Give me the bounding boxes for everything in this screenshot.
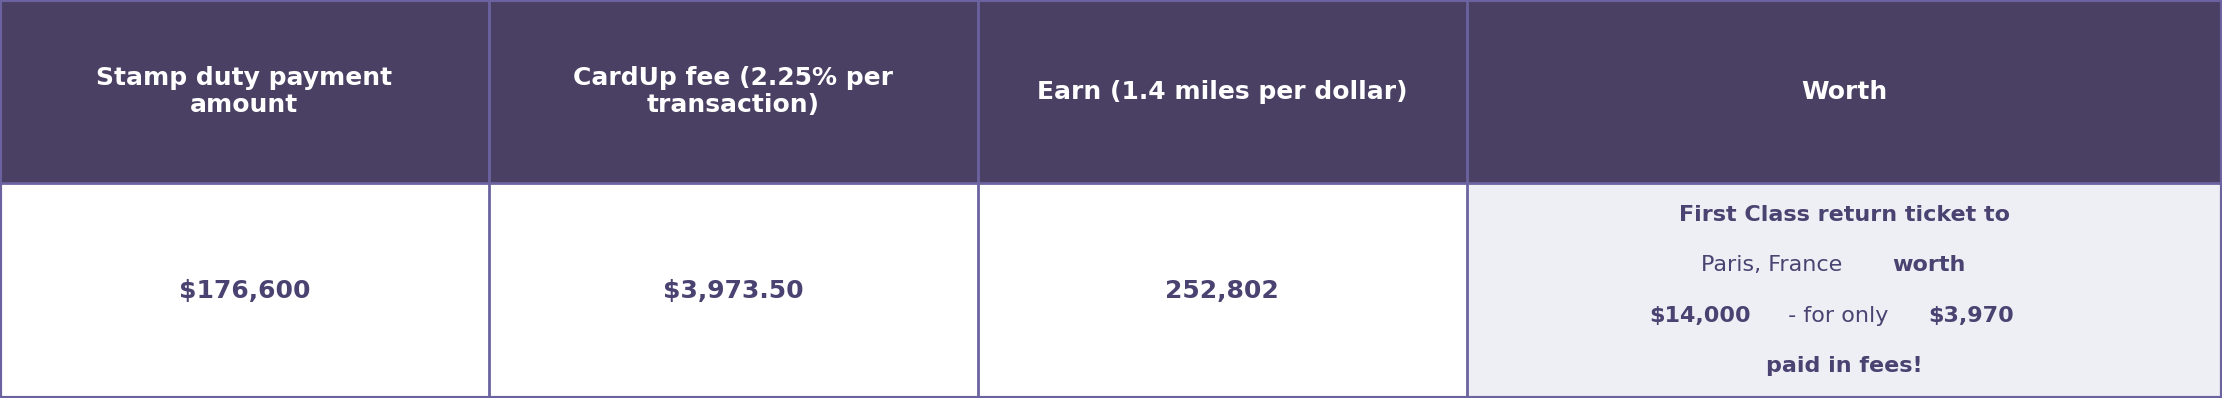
Text: Stamp duty payment
amount: Stamp duty payment amount <box>96 66 393 117</box>
Text: paid in fees!: paid in fees! <box>1766 356 1922 376</box>
Bar <box>489 0 978 183</box>
Text: - for only: - for only <box>1780 306 1895 326</box>
Text: $14,000: $14,000 <box>1649 306 1751 326</box>
Text: $176,600: $176,600 <box>178 279 311 302</box>
Text: 252,802: 252,802 <box>1164 279 1280 302</box>
Bar <box>489 183 978 398</box>
Bar <box>0 183 489 398</box>
Bar <box>1467 0 2222 183</box>
Text: $3,973.50: $3,973.50 <box>662 279 804 302</box>
Text: Paris, France: Paris, France <box>1702 256 1849 275</box>
Bar <box>0 0 489 183</box>
Text: Earn (1.4 miles per dollar): Earn (1.4 miles per dollar) <box>1038 80 1407 103</box>
Bar <box>978 0 1467 183</box>
Text: $3,970: $3,970 <box>1929 306 2013 326</box>
Text: Worth: Worth <box>1802 80 1886 103</box>
Text: worth: worth <box>1893 256 1966 275</box>
Bar <box>1467 183 2222 398</box>
Text: First Class return ticket to: First Class return ticket to <box>1680 205 2009 225</box>
Bar <box>978 183 1467 398</box>
Text: CardUp fee (2.25% per
transaction): CardUp fee (2.25% per transaction) <box>573 66 893 117</box>
